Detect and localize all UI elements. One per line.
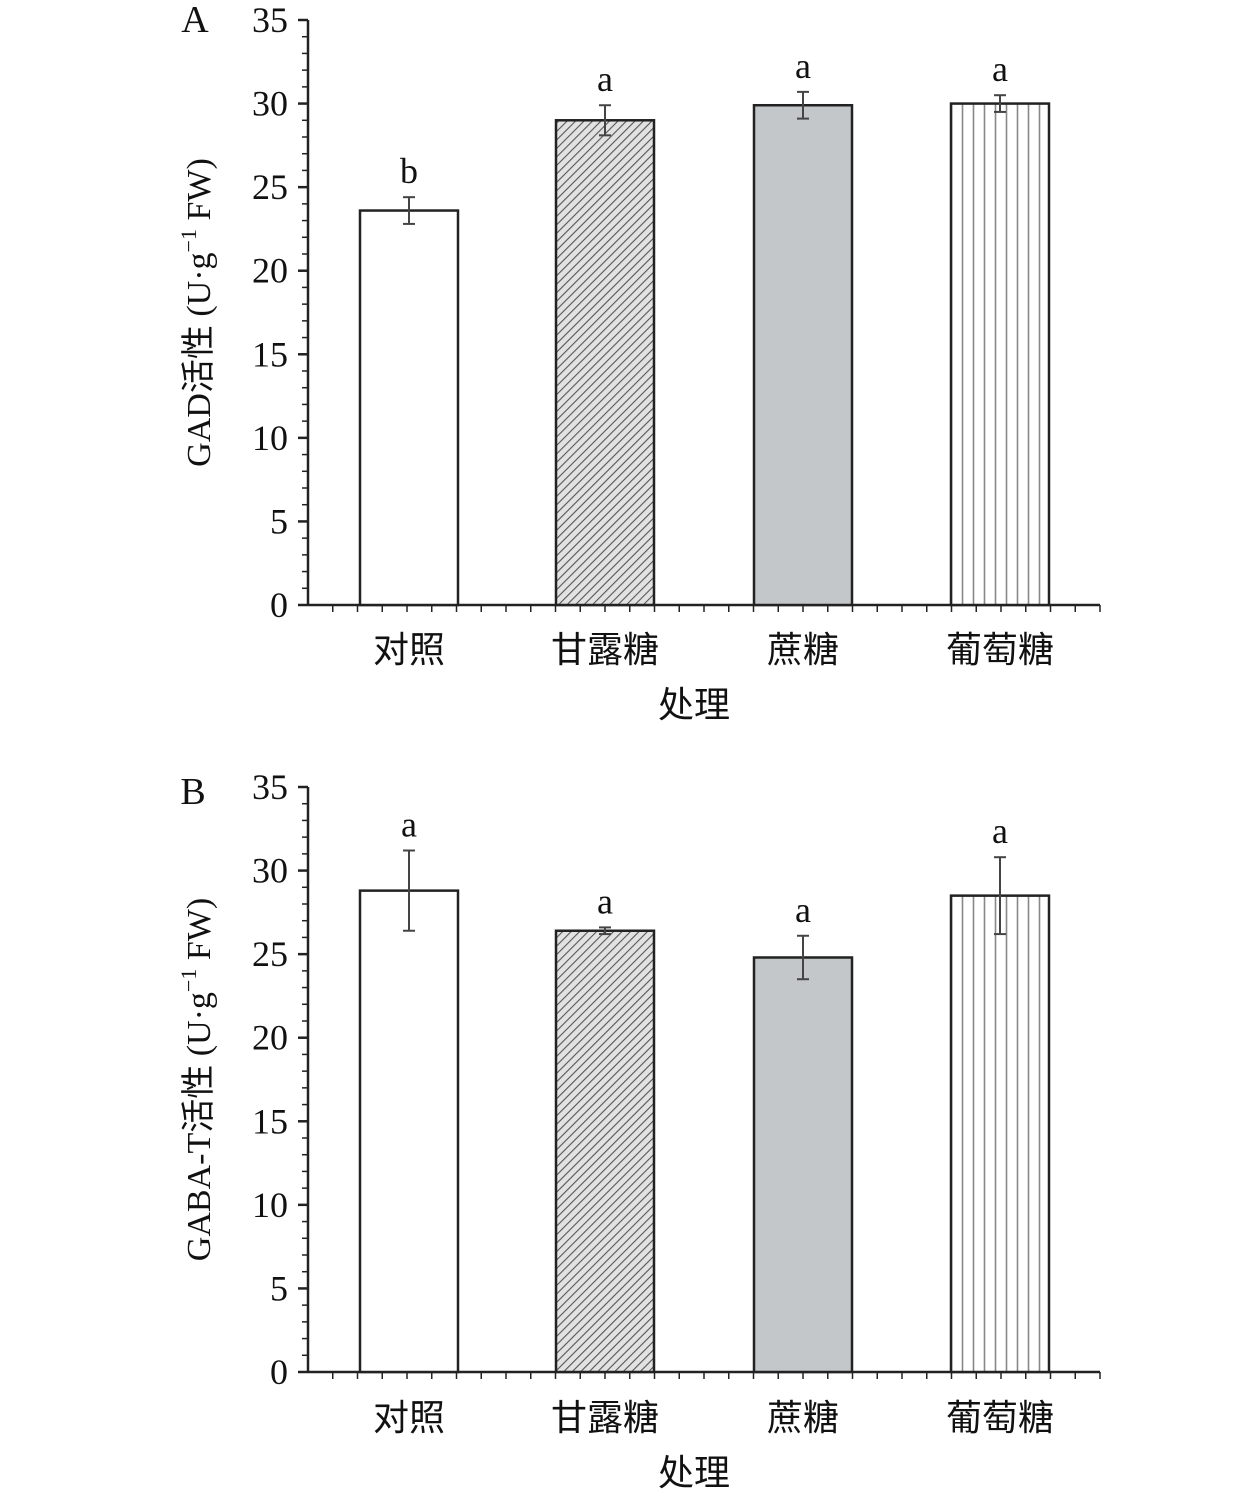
bar-3 [752, 956, 854, 1374]
y-axis-title-unit: FW) [181, 898, 218, 969]
x-category-label: 蔗糖 [767, 1398, 839, 1439]
y-tick-label: 10 [252, 1185, 288, 1225]
y-tick-label: 5 [270, 1268, 288, 1308]
panel-letter: B [180, 771, 205, 813]
y-axis-title-superscript: −1 [176, 969, 201, 992]
x-category-label: 蔗糖 [767, 630, 839, 671]
y-tick-label: 15 [252, 1101, 288, 1141]
y-tick-label: 25 [252, 934, 288, 974]
significance-label: a [401, 805, 417, 845]
x-category-label: 对照 [373, 630, 445, 671]
significance-label: a [795, 46, 811, 86]
y-tick-label: 20 [252, 251, 288, 291]
bar-2 [554, 119, 656, 607]
x-category-label: 甘露糖 [551, 630, 659, 671]
y-tick-label: 35 [252, 0, 288, 40]
y-axis-title: GABA-T活性 (U·g−1 FW) [176, 898, 218, 1261]
x-category-label: 对照 [373, 1398, 445, 1439]
bar-4 [949, 102, 1051, 607]
y-tick-label: 20 [252, 1018, 288, 1058]
y-tick-label: 15 [252, 334, 288, 374]
x-category-label: 葡萄糖 [946, 1398, 1054, 1439]
y-tick-label: 10 [252, 418, 288, 458]
x-category-label: 葡萄糖 [946, 630, 1054, 671]
y-axis-title-main: GABA-T活性 (U·g [180, 992, 218, 1261]
significance-label: a [992, 811, 1008, 851]
significance-label: a [597, 881, 613, 921]
significance-label: b [400, 151, 418, 191]
y-tick-label: 5 [270, 501, 288, 541]
y-tick-label: 35 [252, 767, 288, 807]
significance-label: a [795, 890, 811, 930]
y-axis-title-superscript: −1 [176, 229, 201, 252]
y-axis-title-main: GAD活性 (U·g [180, 252, 218, 466]
y-tick-label: 0 [270, 1352, 288, 1392]
bar-4 [949, 894, 1051, 1374]
x-category-label: 甘露糖 [551, 1398, 659, 1439]
bar-1 [358, 889, 460, 1374]
x-axis-title: 处理 [658, 1453, 730, 1494]
bar-3 [752, 103, 854, 607]
significance-label: a [597, 59, 613, 99]
y-tick-label: 30 [252, 851, 288, 891]
panel-letter: A [181, 0, 209, 41]
y-tick-label: 30 [252, 84, 288, 124]
significance-label: a [992, 49, 1008, 89]
x-axis-title: 处理 [658, 685, 730, 726]
y-tick-label: 25 [252, 167, 288, 207]
bar-2 [554, 929, 656, 1374]
y-axis-title: GAD活性 (U·g−1 FW) [176, 158, 218, 467]
bar-1 [358, 209, 460, 607]
y-tick-label: 0 [270, 585, 288, 625]
y-axis-title-unit: FW) [181, 158, 218, 229]
